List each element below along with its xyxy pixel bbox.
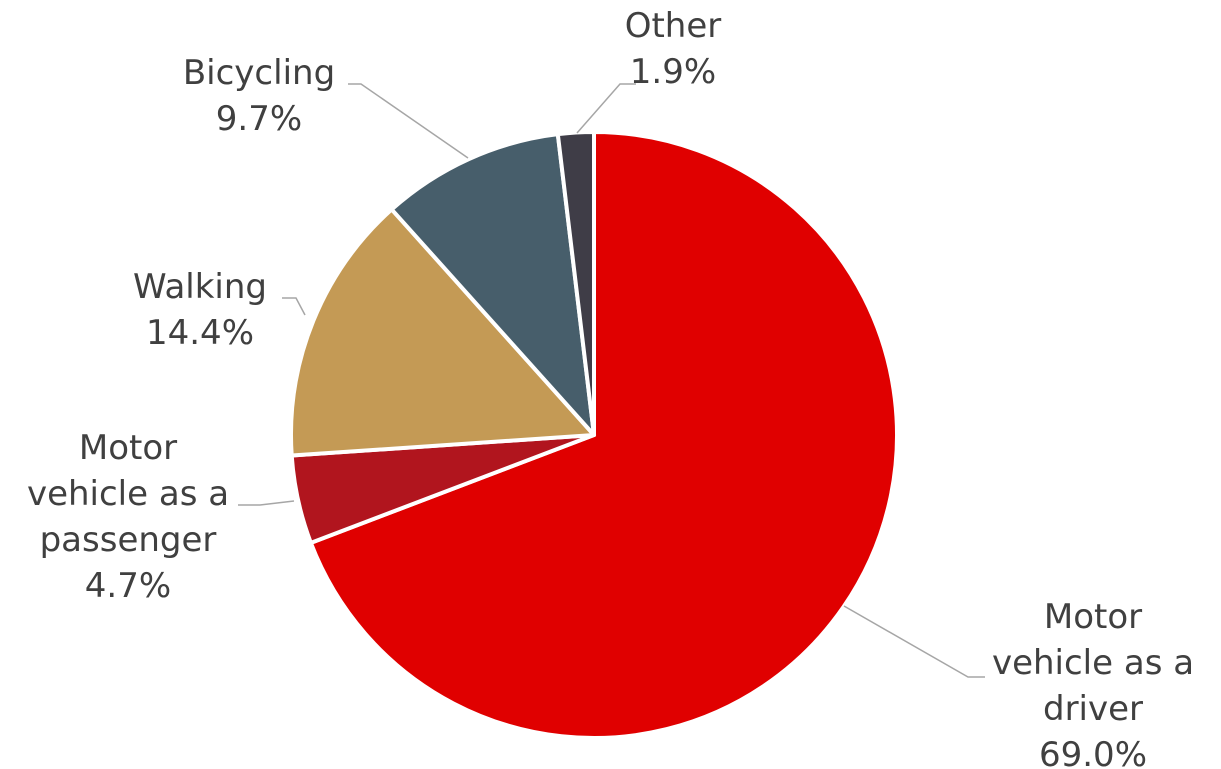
pie-slice-3 bbox=[389, 132, 596, 437]
leader-lines-layer bbox=[238, 83, 985, 678]
leader-line-3 bbox=[348, 83, 469, 159]
slice-value-label-4: 1.9% bbox=[630, 52, 716, 92]
slice-value-label-0: 69.0% bbox=[1039, 735, 1147, 769]
slice-category-label-0: Motor bbox=[1044, 597, 1142, 637]
slice-label-1: Motor vehicle as a passenger 4.7% bbox=[27, 428, 229, 606]
slice-category-label-1: vehicle as a bbox=[27, 474, 229, 514]
leader-line-2 bbox=[282, 297, 306, 316]
slice-category-label-1: passenger bbox=[40, 520, 217, 560]
slice-value-label-1: 4.7% bbox=[85, 566, 171, 606]
labels-layer: Motor vehicle as a driver 69.0% Motor vehicle… bbox=[27, 6, 1194, 769]
leader-line-4 bbox=[576, 83, 636, 134]
slice-category-label-3: Bicycling bbox=[183, 53, 335, 93]
leader-line-0 bbox=[843, 605, 985, 678]
slice-label-0: Motor vehicle as a driver 69.0% bbox=[992, 597, 1194, 769]
pie-slice-0 bbox=[308, 130, 899, 740]
slice-label-4: Other 1.9% bbox=[625, 6, 722, 92]
slice-label-2: Walking 14.4% bbox=[133, 267, 267, 353]
leader-line-1 bbox=[238, 500, 295, 506]
slice-category-label-0: driver bbox=[1043, 689, 1143, 729]
slices-layer bbox=[289, 130, 899, 740]
slice-category-label-2: Walking bbox=[133, 267, 267, 307]
slice-label-3: Bicycling 9.7% bbox=[183, 53, 335, 139]
slice-category-label-4: Other bbox=[625, 6, 722, 46]
slice-value-label-2: 14.4% bbox=[146, 313, 254, 353]
pie-slice-2 bbox=[289, 207, 596, 458]
slice-value-label-3: 9.7% bbox=[216, 99, 302, 139]
slice-category-label-1: Motor bbox=[79, 428, 177, 468]
slice-category-label-0: vehicle as a bbox=[992, 643, 1194, 683]
pie-slice-4 bbox=[555, 130, 596, 437]
